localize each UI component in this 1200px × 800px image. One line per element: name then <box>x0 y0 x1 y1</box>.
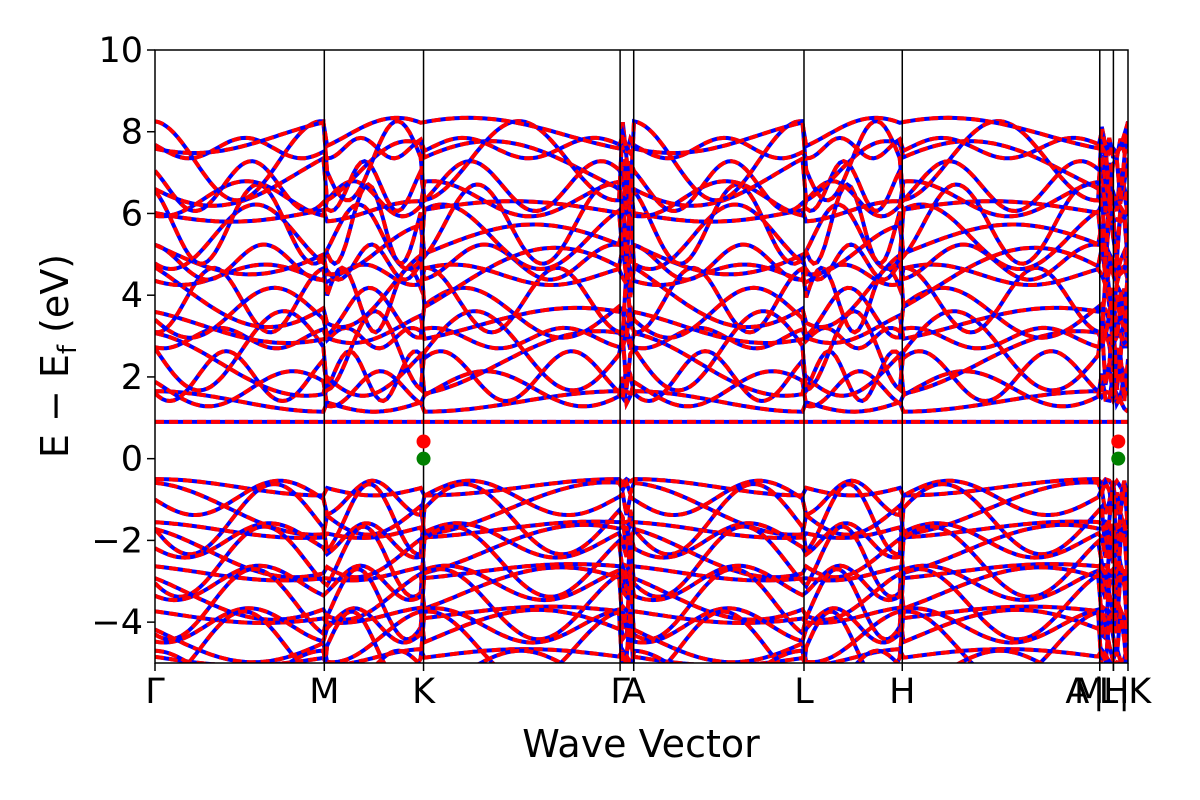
x-tick-label: M <box>1074 672 1104 712</box>
x-tick-label: A <box>1065 672 1089 712</box>
x-tick-label: L <box>1099 672 1119 712</box>
x-tick-label: K <box>412 672 436 712</box>
x-tick-label: | <box>1093 672 1105 712</box>
band-line-red <box>155 159 1128 214</box>
y-tick-label: −4 <box>91 603 143 643</box>
band-line-red <box>155 323 1128 351</box>
y-tick-label: 8 <box>121 113 143 153</box>
band-line-blue <box>155 309 1128 394</box>
vbm-marker <box>416 451 431 466</box>
x-tick-label: H <box>1103 672 1129 712</box>
x-axis-ticks: Γ M K ΓA L H AM|LH|K <box>145 663 1152 712</box>
y-tick-label: −2 <box>91 521 143 561</box>
x-axis-label: Wave Vector <box>522 722 760 766</box>
band-line-red <box>155 115 1128 157</box>
y-tick-label: 4 <box>121 276 143 316</box>
y-axis-label: E − Ef (eV) <box>33 254 83 458</box>
y-axis-label-main: E − E <box>33 354 77 458</box>
band-edge-markers <box>416 434 1126 466</box>
band-line-red <box>155 202 1128 272</box>
band-line-red <box>155 602 1128 645</box>
y-axis-label-unit: (eV) <box>33 254 77 345</box>
band-line-red <box>155 177 1128 221</box>
band-line-red <box>155 118 1128 203</box>
plot-frame <box>154 49 1129 664</box>
x-tick-label: Γ <box>610 672 630 712</box>
x-tick-label: Γ <box>145 672 165 712</box>
band-line-red <box>155 647 1128 663</box>
cbm-marker <box>1111 434 1126 449</box>
y-tick-label: 6 <box>121 194 143 234</box>
y-axis-label-sub: f <box>53 344 83 354</box>
band-line-blue <box>155 563 1128 603</box>
band-line-red <box>155 245 1128 331</box>
cbm-marker <box>416 434 431 449</box>
band-line-red <box>155 309 1128 394</box>
x-tick-label: H <box>889 672 915 712</box>
band-line-red <box>155 477 1128 537</box>
kpoint-divider-lines <box>323 50 1115 663</box>
band-line-red <box>155 305 1128 347</box>
band-line-red <box>155 349 1128 404</box>
band-line-red <box>155 265 1128 335</box>
band-line-red <box>155 562 1128 583</box>
band-line-red <box>155 561 1128 624</box>
x-tick-label: L <box>794 672 814 712</box>
band-line-red <box>155 603 1128 626</box>
bands-layer <box>155 115 1128 663</box>
band-line-red <box>155 524 1128 599</box>
band-line-red <box>155 325 1128 398</box>
band-line-red <box>155 478 1128 518</box>
x-tick-label: K <box>1128 672 1152 712</box>
band-line-red <box>155 517 1128 560</box>
band-line-red <box>155 388 1128 414</box>
y-tick-label: 10 <box>98 31 143 71</box>
band-line-red <box>155 260 1128 292</box>
y-axis-ticks: −4 −2 0 2 4 6 8 10 <box>91 31 155 643</box>
band-line-red <box>185 609 1128 663</box>
band-line-red <box>155 179 1128 267</box>
x-tick-label: | <box>1118 672 1130 712</box>
band-line-red <box>155 365 1128 411</box>
band-line-red <box>155 566 1128 642</box>
vbm-marker <box>1111 451 1126 466</box>
x-tick-label: M <box>309 672 339 712</box>
band-line-red <box>155 481 1128 557</box>
y-tick-label: 0 <box>121 440 143 480</box>
y-tick-label: 2 <box>121 358 143 398</box>
band-line-red <box>155 607 1128 663</box>
x-tick-label: A <box>622 672 646 712</box>
band-line-blue <box>155 646 1128 663</box>
